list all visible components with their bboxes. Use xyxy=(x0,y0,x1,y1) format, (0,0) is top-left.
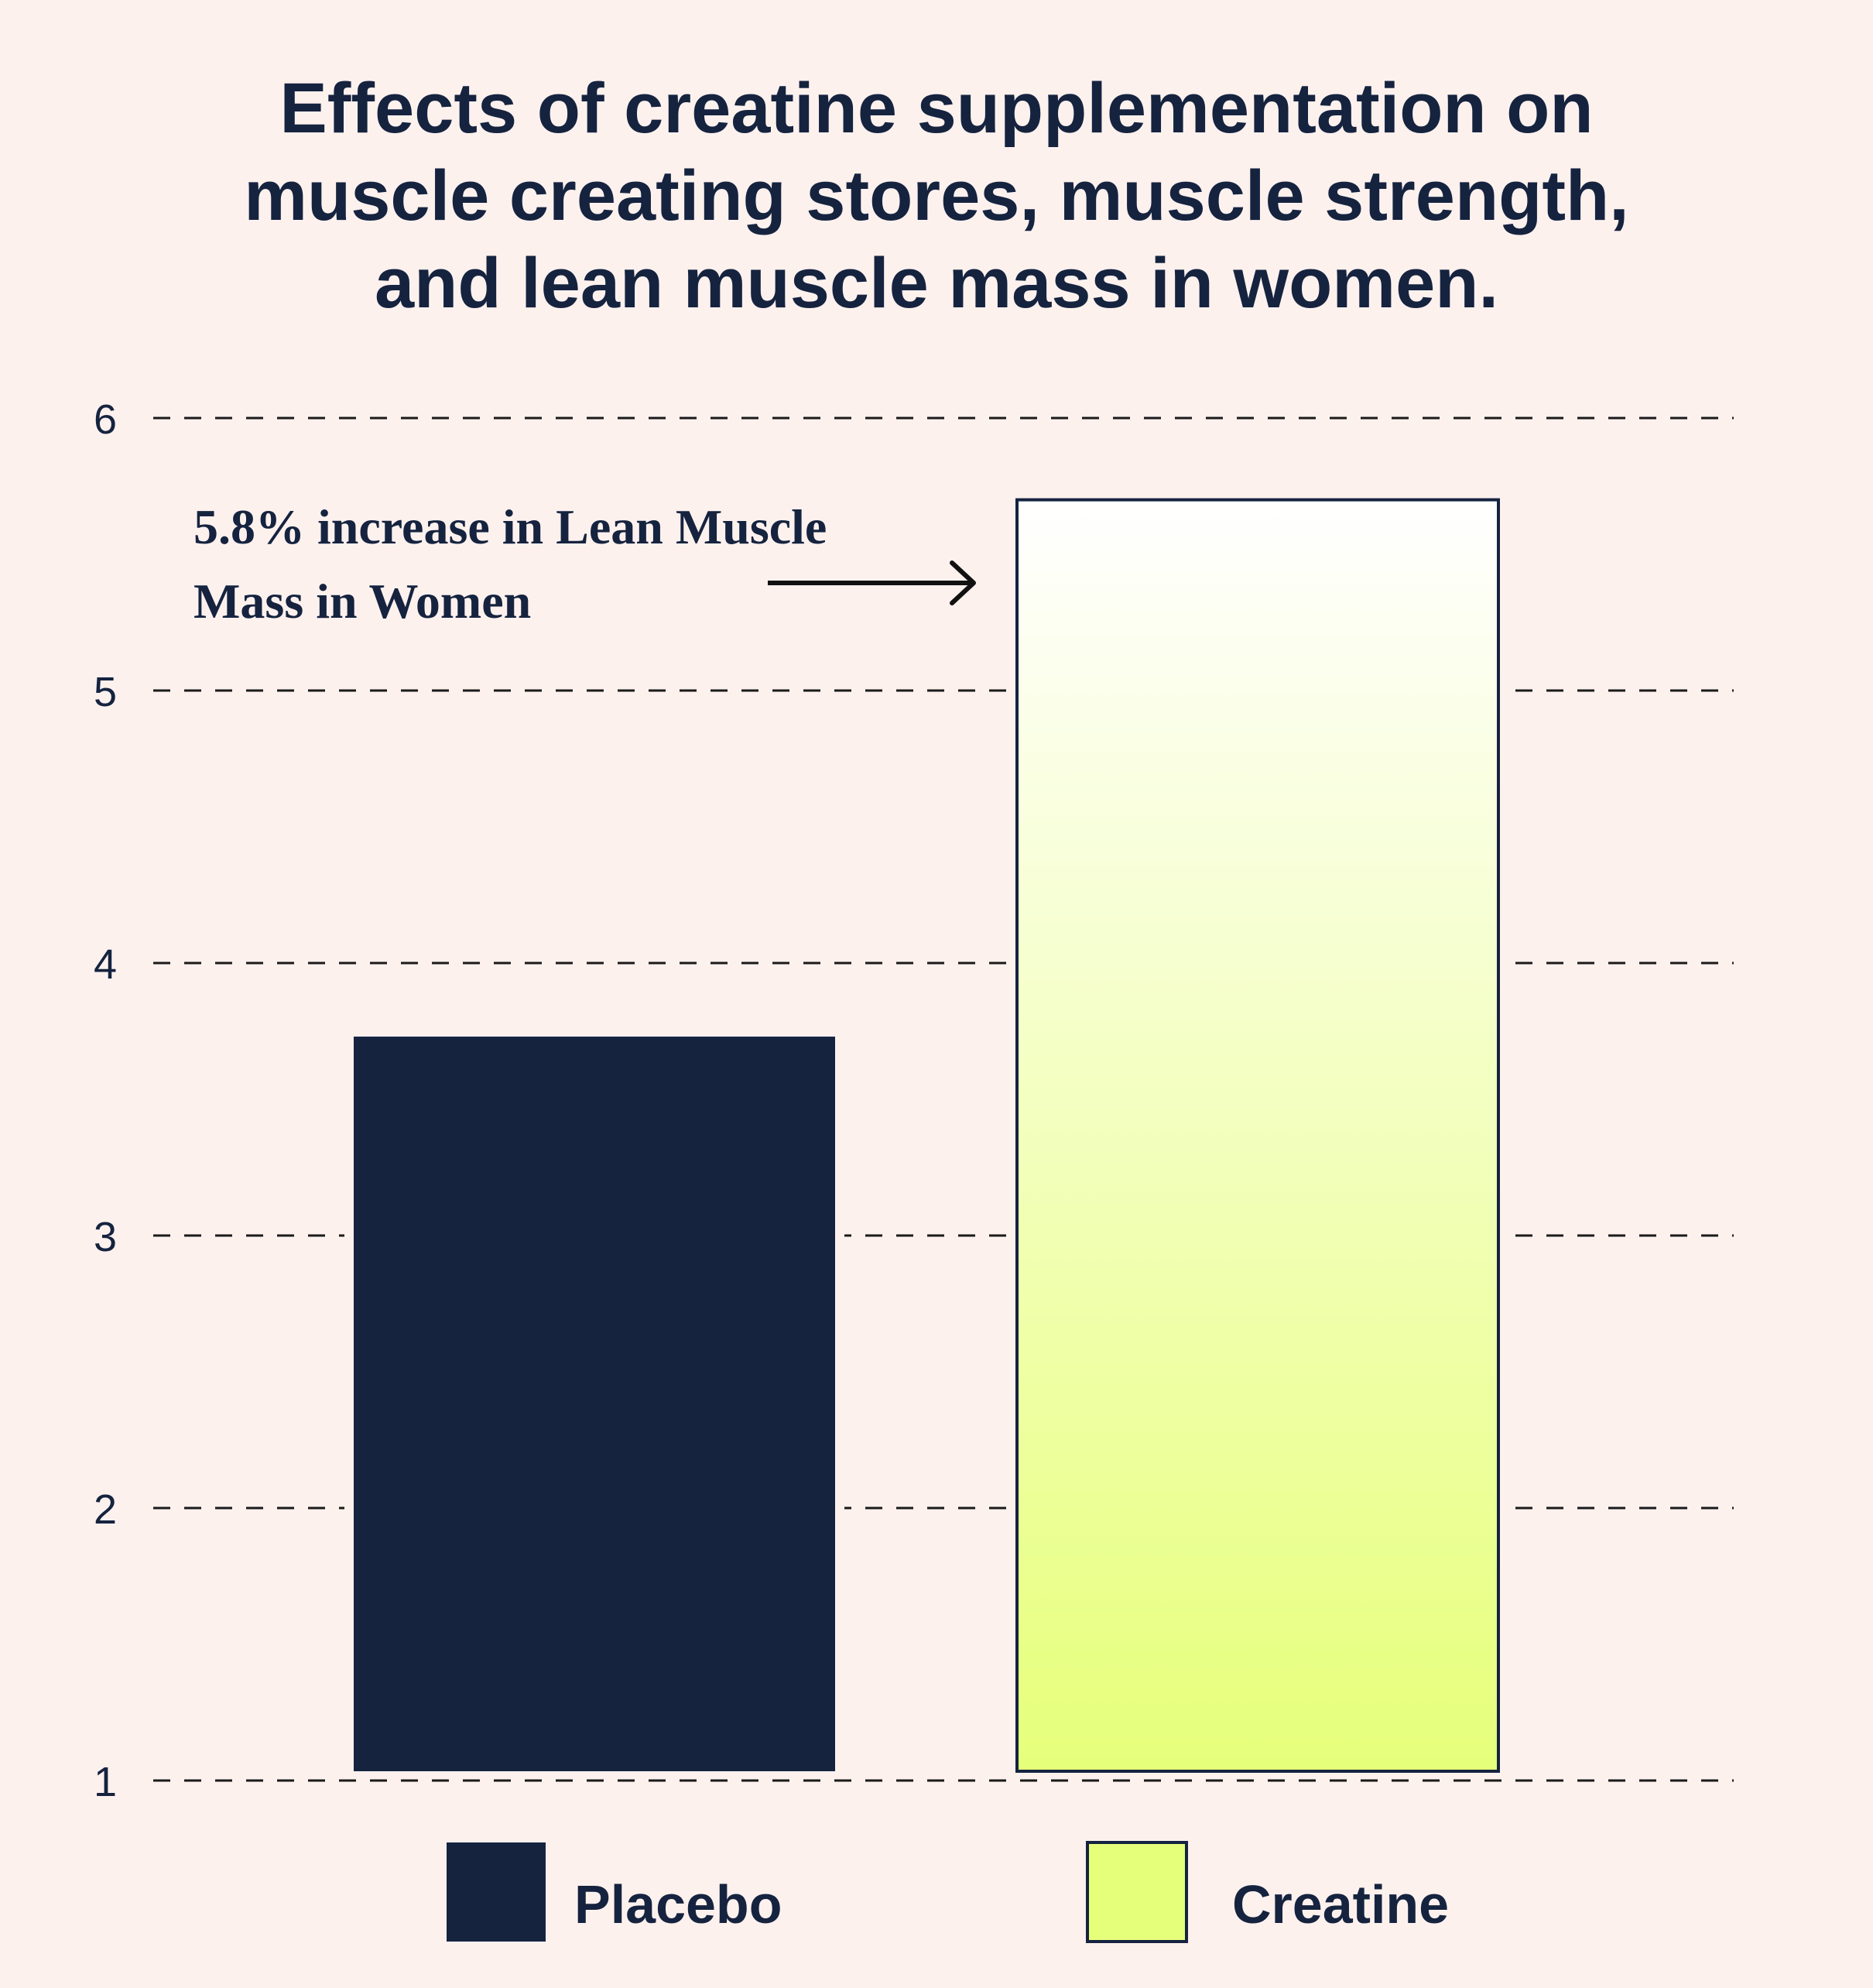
y-tick-label: 5 xyxy=(94,669,117,715)
chart-title-line-2: muscle creating stores, muscle strength, xyxy=(244,156,1629,235)
legend-label-placebo: Placebo xyxy=(574,1874,782,1935)
annotation-line-1: 5.8% increase in Lean Muscle xyxy=(193,499,827,554)
bar-placebo xyxy=(354,1037,835,1771)
chart-title: Effects of creatine supplementation on m… xyxy=(0,65,1873,327)
y-axis-ticks: 1 2 3 4 5 6 xyxy=(94,396,117,1805)
annotation-arrow-icon xyxy=(768,560,976,605)
bar-creatine xyxy=(1015,498,1500,1773)
legend: Placebo Creatine xyxy=(447,1841,1449,1943)
legend-label-creatine: Creatine xyxy=(1232,1874,1449,1935)
y-tick-label: 4 xyxy=(94,941,117,988)
chart-title-line-1: Effects of creatine supplementation on xyxy=(279,69,1594,148)
y-tick-label: 6 xyxy=(94,396,117,443)
y-tick-label: 3 xyxy=(94,1214,117,1260)
legend-swatch-placebo xyxy=(447,1842,546,1942)
bars xyxy=(344,498,1508,1773)
legend-swatch-creatine xyxy=(1086,1841,1188,1943)
chart-title-line-3: and lean muscle mass in women. xyxy=(374,244,1499,323)
annotation: 5.8% increase in Lean Muscle Mass in Wom… xyxy=(193,499,976,629)
y-tick-label: 1 xyxy=(94,1759,117,1805)
y-tick-label: 2 xyxy=(94,1486,117,1533)
annotation-line-2: Mass in Women xyxy=(193,574,531,629)
